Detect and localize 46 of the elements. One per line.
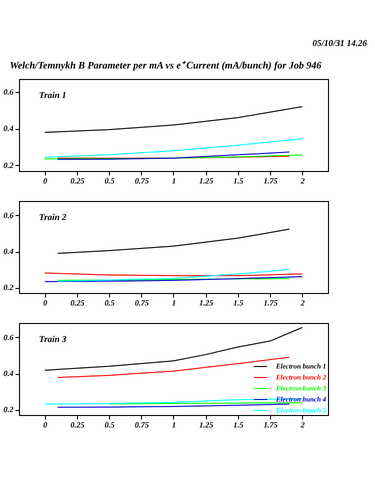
x-tick-label: 0: [43, 176, 48, 186]
y-tick-label: 0.6: [4, 210, 14, 220]
annotation: Train 1: [39, 90, 66, 100]
x-tick-label: 1.75: [264, 298, 278, 308]
y-tick-label: 0.2: [4, 405, 14, 414]
x-tick-label: 0.25: [70, 176, 84, 186]
x-tick-label: 0.5: [104, 176, 115, 186]
x-tick-label: 0: [43, 420, 48, 430]
x-tick-label: 0.25: [70, 298, 84, 308]
x-tick-label: 1.5: [233, 420, 244, 430]
x-tick-label: 1.5: [233, 298, 244, 308]
y-tick-label: 0.4: [4, 369, 14, 378]
x-tick-label: 2: [300, 176, 305, 186]
x-tick-label: 0: [43, 298, 48, 308]
x-tick-label: 0.75: [134, 420, 149, 430]
line-series: [57, 152, 290, 160]
y-tick-label: 0.4: [4, 247, 14, 256]
y-tick-label: 0.2: [4, 160, 14, 170]
x-tick-label: 0.5: [104, 420, 115, 430]
line-series: [57, 228, 290, 254]
line-series: [57, 269, 290, 282]
x-tick-label: 1.25: [199, 298, 214, 308]
x-tick-label: 0.75: [134, 176, 149, 186]
x-tick-label: 1: [172, 420, 176, 430]
x-tick-label: 1.5: [233, 176, 244, 186]
x-tick-label: 1: [172, 298, 176, 308]
x-tick-label: 0.75: [134, 298, 149, 308]
x-tick-label: 1.75: [264, 420, 278, 430]
annotation: Train 3: [39, 334, 67, 344]
y-tick-label: 0.4: [4, 124, 14, 134]
x-tick-label: 1.75: [264, 176, 278, 186]
text: 05/10/31 14.26: [312, 38, 367, 48]
x-tick-label: 0.25: [70, 420, 84, 430]
y-tick-label: 0.6: [4, 87, 14, 96]
annotation: Train 2: [39, 212, 67, 222]
x-tick-label: 1.25: [199, 420, 214, 430]
x-tick-label: 2: [300, 420, 305, 430]
y-tick-label: 0.6: [4, 332, 14, 342]
chart-title: Welch/Temnykh B Parameter per mA vs e⁺ Current (mA/bunch) for Job 946: [10, 60, 322, 72]
x-tick-label: 1: [172, 176, 176, 186]
x-tick-label: 1.25: [199, 176, 214, 186]
line-series: [44, 138, 303, 158]
y-tick-label: 0.2: [4, 283, 14, 292]
x-tick-label: 2: [300, 298, 305, 308]
line-series: [44, 106, 303, 133]
x-tick-label: 0.5: [104, 298, 115, 308]
